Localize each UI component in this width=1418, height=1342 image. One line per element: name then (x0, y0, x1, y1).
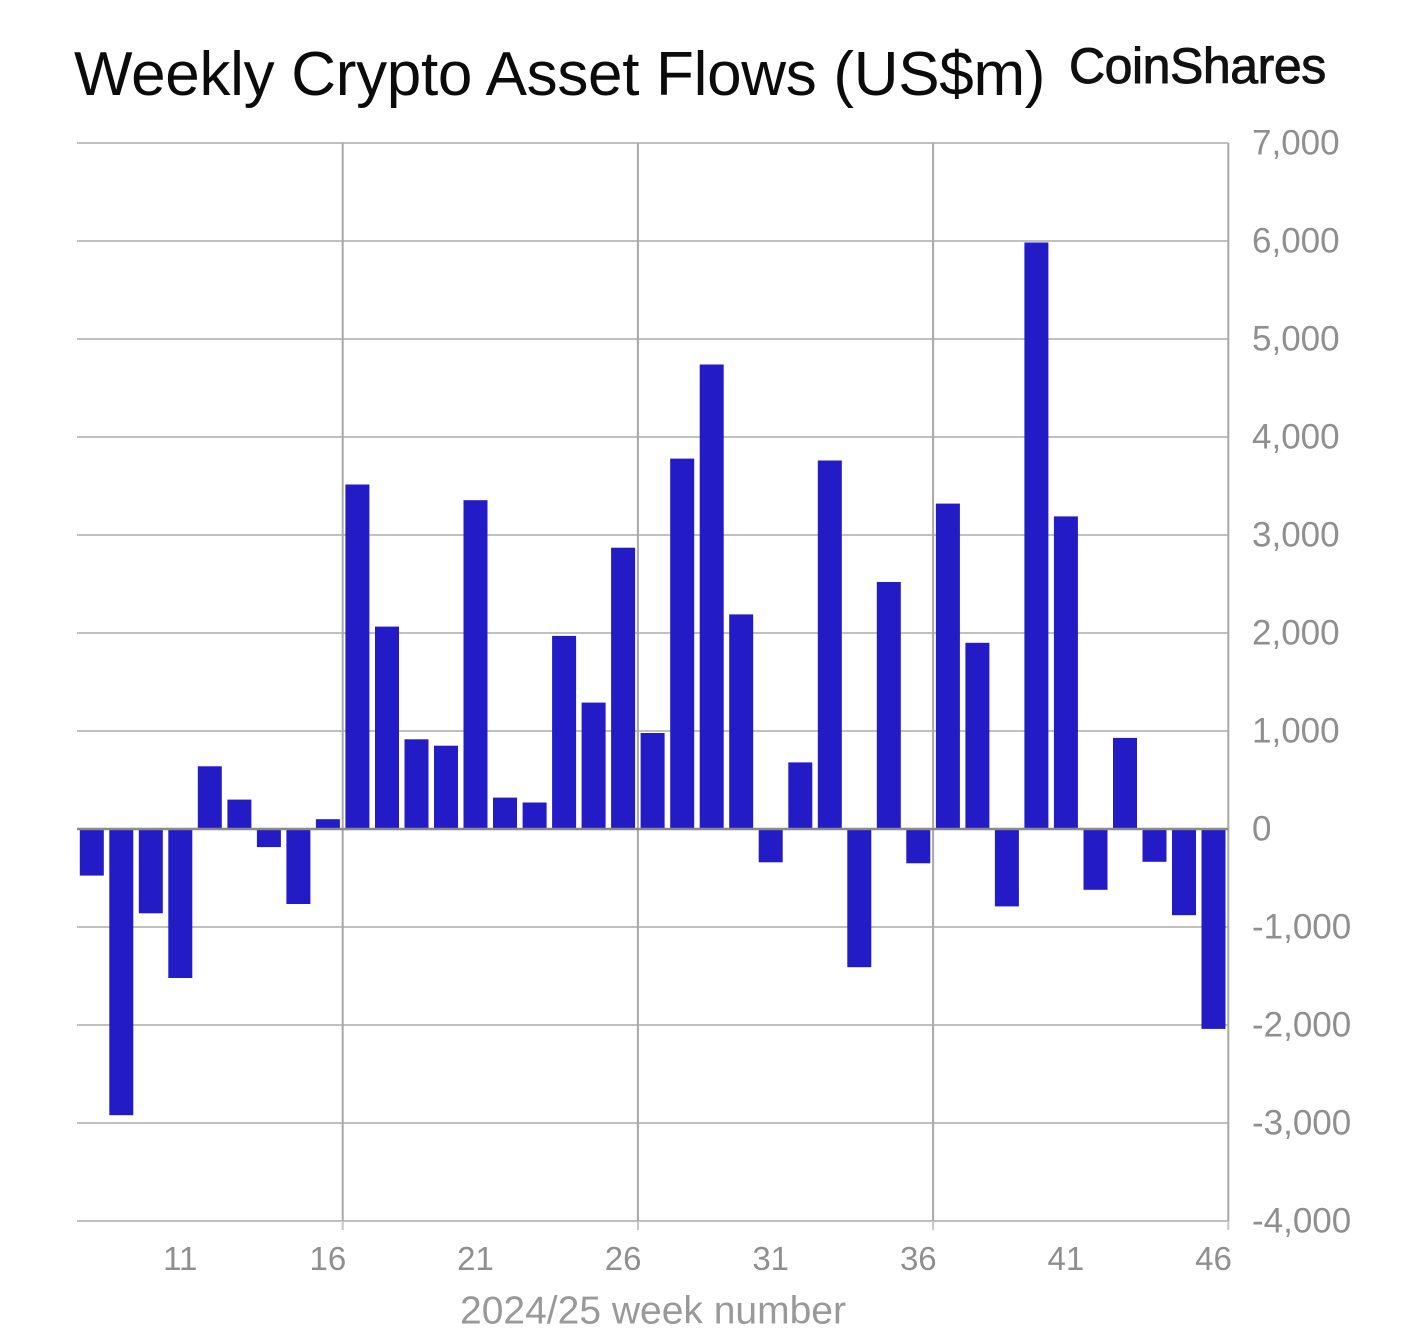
svg-text:-4,000: -4,000 (1252, 1202, 1351, 1241)
svg-text:41: 41 (1048, 1240, 1085, 1277)
svg-text:36: 36 (900, 1240, 937, 1277)
svg-text:2,000: 2,000 (1252, 614, 1340, 653)
svg-text:21: 21 (457, 1240, 494, 1277)
svg-text:6,000: 6,000 (1252, 222, 1340, 261)
svg-text:2024/25 week number: 2024/25 week number (460, 1289, 846, 1332)
svg-text:-2,000: -2,000 (1252, 1006, 1351, 1045)
svg-text:11: 11 (163, 1240, 197, 1277)
svg-text:1,000: 1,000 (1252, 712, 1340, 751)
svg-text:5,000: 5,000 (1252, 320, 1340, 359)
svg-text:26: 26 (605, 1240, 642, 1277)
svg-text:4,000: 4,000 (1252, 418, 1340, 457)
svg-text:46: 46 (1195, 1240, 1232, 1277)
svg-text:31: 31 (752, 1240, 789, 1277)
svg-text:16: 16 (310, 1240, 347, 1277)
svg-text:0: 0 (1252, 810, 1271, 849)
svg-text:3,000: 3,000 (1252, 516, 1340, 555)
svg-text:-3,000: -3,000 (1252, 1104, 1351, 1143)
svg-text:7,000: 7,000 (1252, 124, 1340, 163)
svg-text:-1,000: -1,000 (1252, 908, 1351, 947)
